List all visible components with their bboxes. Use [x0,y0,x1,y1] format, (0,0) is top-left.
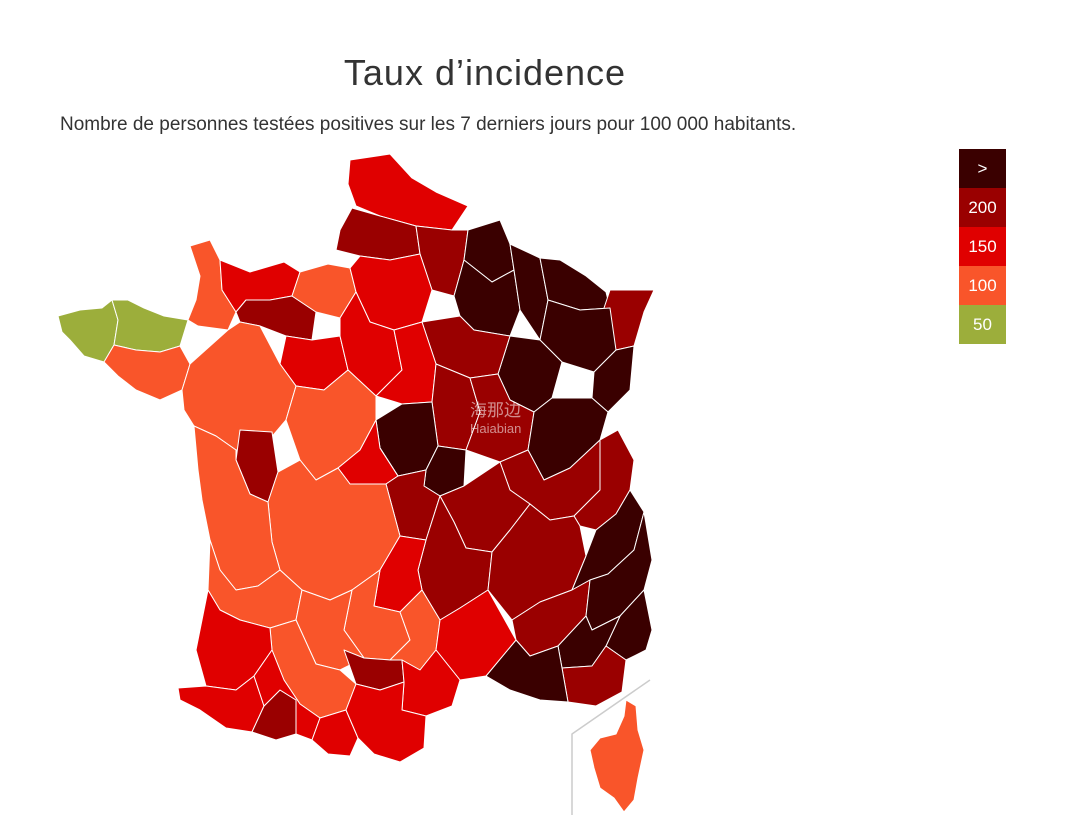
region-isere[interactable] [487,503,587,621]
region-bretagne-nord[interactable] [111,299,189,353]
legend-item-50: 50 [959,305,1006,344]
france-map [57,153,655,815]
region-bouches-du-rhone[interactable] [485,639,569,703]
region-corse[interactable] [589,699,645,813]
legend-item-100: 100 [959,266,1006,305]
watermark-en: Haiabian [470,421,522,436]
region-aude[interactable] [345,681,427,763]
legend-item-150: 150 [959,227,1006,266]
legend-item-200: 200 [959,188,1006,227]
region-var[interactable] [561,645,627,707]
legend-item-over-200: > [959,149,1006,188]
watermark-cn: 海那边 [470,401,521,420]
page-subtitle: Nombre de personnes testées positives su… [60,114,797,135]
page-title: Taux d’incidence [343,52,627,93]
region-bretagne-sud[interactable] [103,344,191,401]
corsica-inset-border [571,679,651,815]
watermark: 海那边 Haiabian [470,402,521,438]
legend: > 200 150 100 50 [959,149,1006,344]
